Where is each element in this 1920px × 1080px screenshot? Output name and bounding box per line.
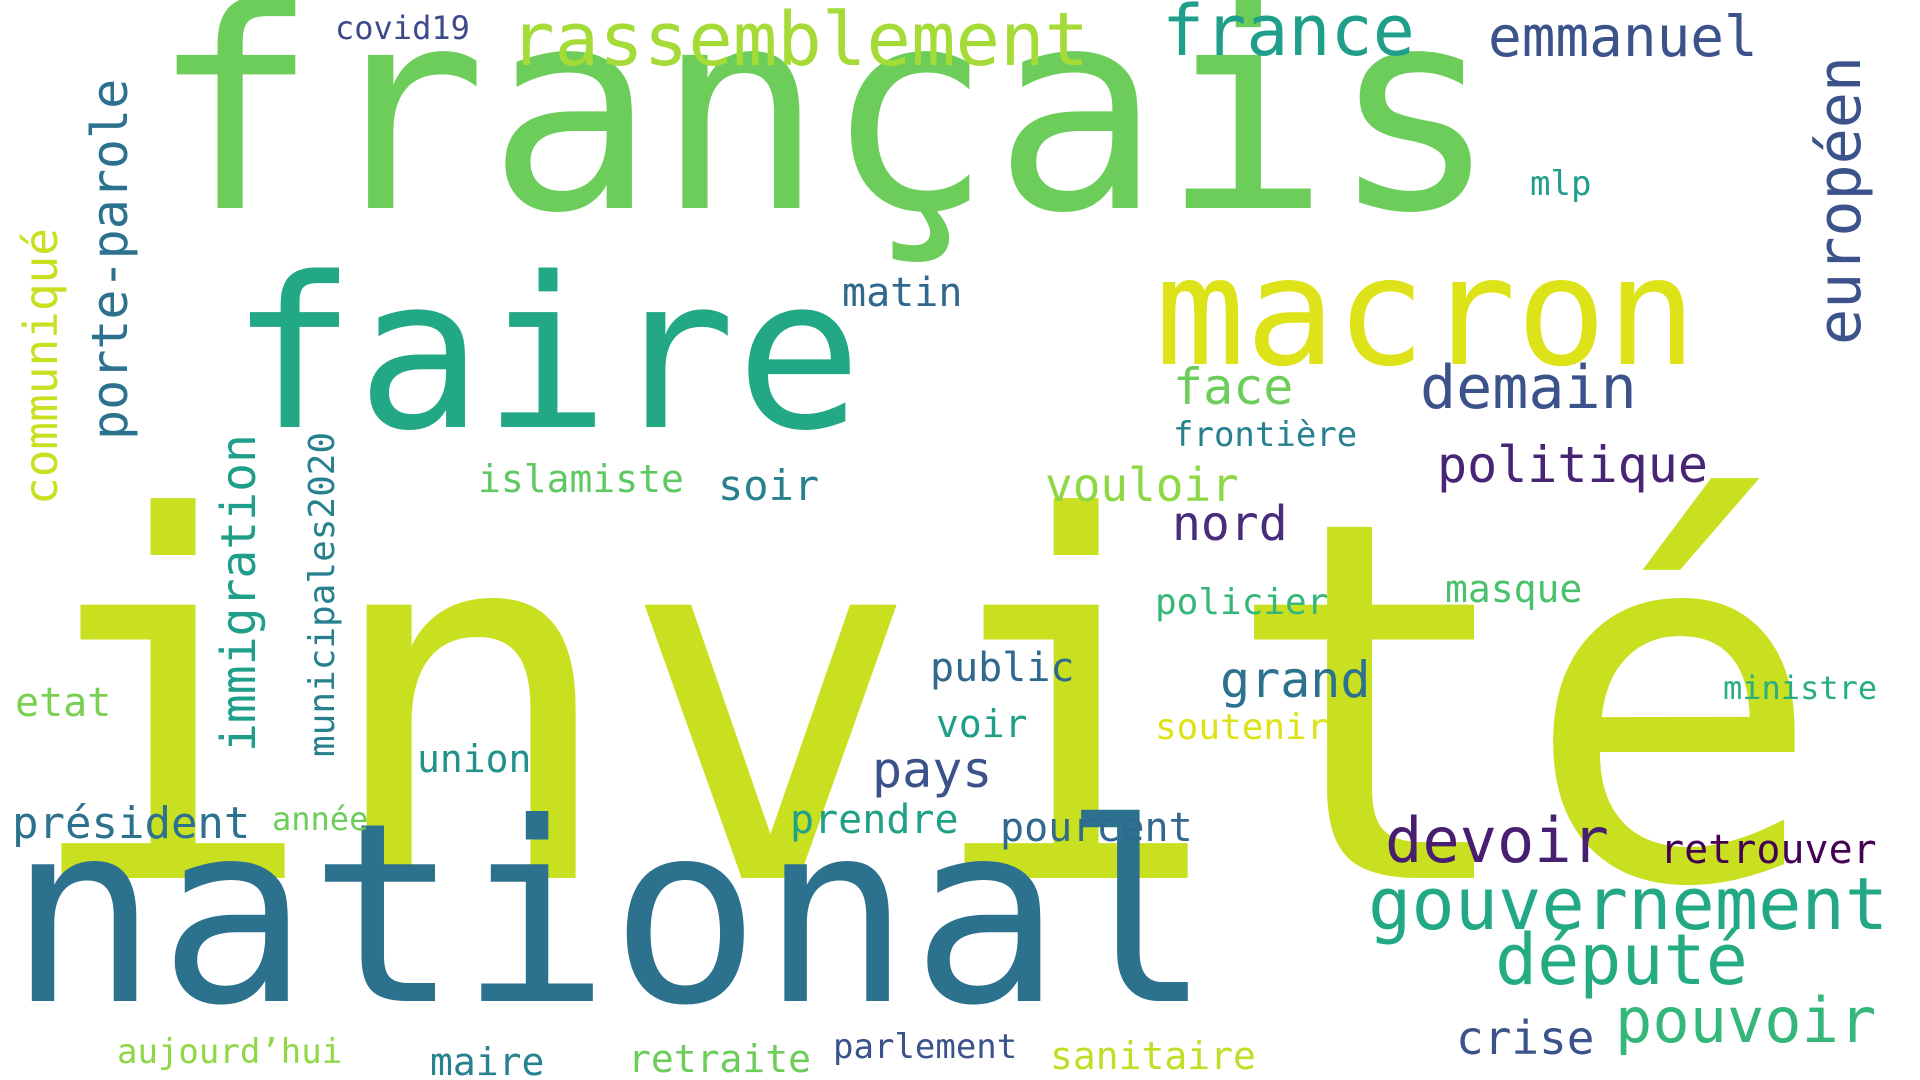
word-rassemblement: rassemblement <box>510 0 1090 83</box>
word-politique: politique <box>1437 436 1708 494</box>
word-sanitaire: sanitaire <box>1050 1034 1256 1078</box>
word-crise: crise <box>1456 1011 1595 1065</box>
word-municipales2020: municipales2020 <box>302 431 343 757</box>
word-gouvernement: gouvernement <box>1368 862 1889 946</box>
word-retraite: retraite <box>628 1037 812 1080</box>
word-europeen: européen <box>1805 56 1875 345</box>
word-francais: français <box>150 0 1499 275</box>
word-face: face <box>1173 358 1294 416</box>
word-national: national <box>8 769 1213 1060</box>
word-nord: nord <box>1172 496 1288 552</box>
word-policier: policier <box>1155 582 1329 623</box>
word-porte-parole: porte-parole <box>81 78 139 440</box>
word-islamiste: islamiste <box>478 457 684 501</box>
word-union: union <box>417 737 532 781</box>
word-masque: masque <box>1445 567 1583 611</box>
word-demain: demain <box>1420 353 1637 423</box>
word-prendre: prendre <box>790 797 959 843</box>
word-aujourdhui: aujourd’hui <box>117 1032 343 1072</box>
word-annee: année <box>272 800 369 838</box>
word-public: public <box>930 645 1075 691</box>
word-frontiere: frontière <box>1173 415 1358 455</box>
word-etat: etat <box>15 680 112 726</box>
word-france: france <box>1162 0 1415 72</box>
word-matin: matin <box>842 270 963 316</box>
word-immigration: immigration <box>211 434 267 752</box>
word-vouloir: vouloir <box>1045 458 1239 512</box>
word-pays: pays <box>872 741 993 799</box>
word-retrouver: retrouver <box>1660 827 1877 873</box>
word-president: président <box>12 798 251 849</box>
word-grand: grand <box>1220 651 1371 709</box>
word-devoir: devoir <box>1385 804 1609 877</box>
word-faire: faire <box>230 232 863 477</box>
word-ministre: ministre <box>1723 669 1878 707</box>
word-parlement: parlement <box>833 1027 1018 1067</box>
word-communique: communiqué <box>14 228 68 505</box>
word-pourcent: pourcent <box>1000 805 1193 851</box>
word-mlp: mlp <box>1530 164 1592 204</box>
word-emmanuel: emmanuel <box>1488 5 1758 70</box>
word-macron: macron <box>1155 226 1697 400</box>
word-voir: voir <box>936 702 1028 746</box>
word-pouvoir: pouvoir <box>1615 984 1877 1057</box>
word-depute: député <box>1495 919 1748 1001</box>
word-maire: maire <box>430 1040 545 1080</box>
word-soir: soir <box>718 461 820 510</box>
word-soutenir: soutenir <box>1155 707 1329 748</box>
word-covid19: covid19 <box>335 9 470 47</box>
word-invite: invité <box>18 414 1825 996</box>
